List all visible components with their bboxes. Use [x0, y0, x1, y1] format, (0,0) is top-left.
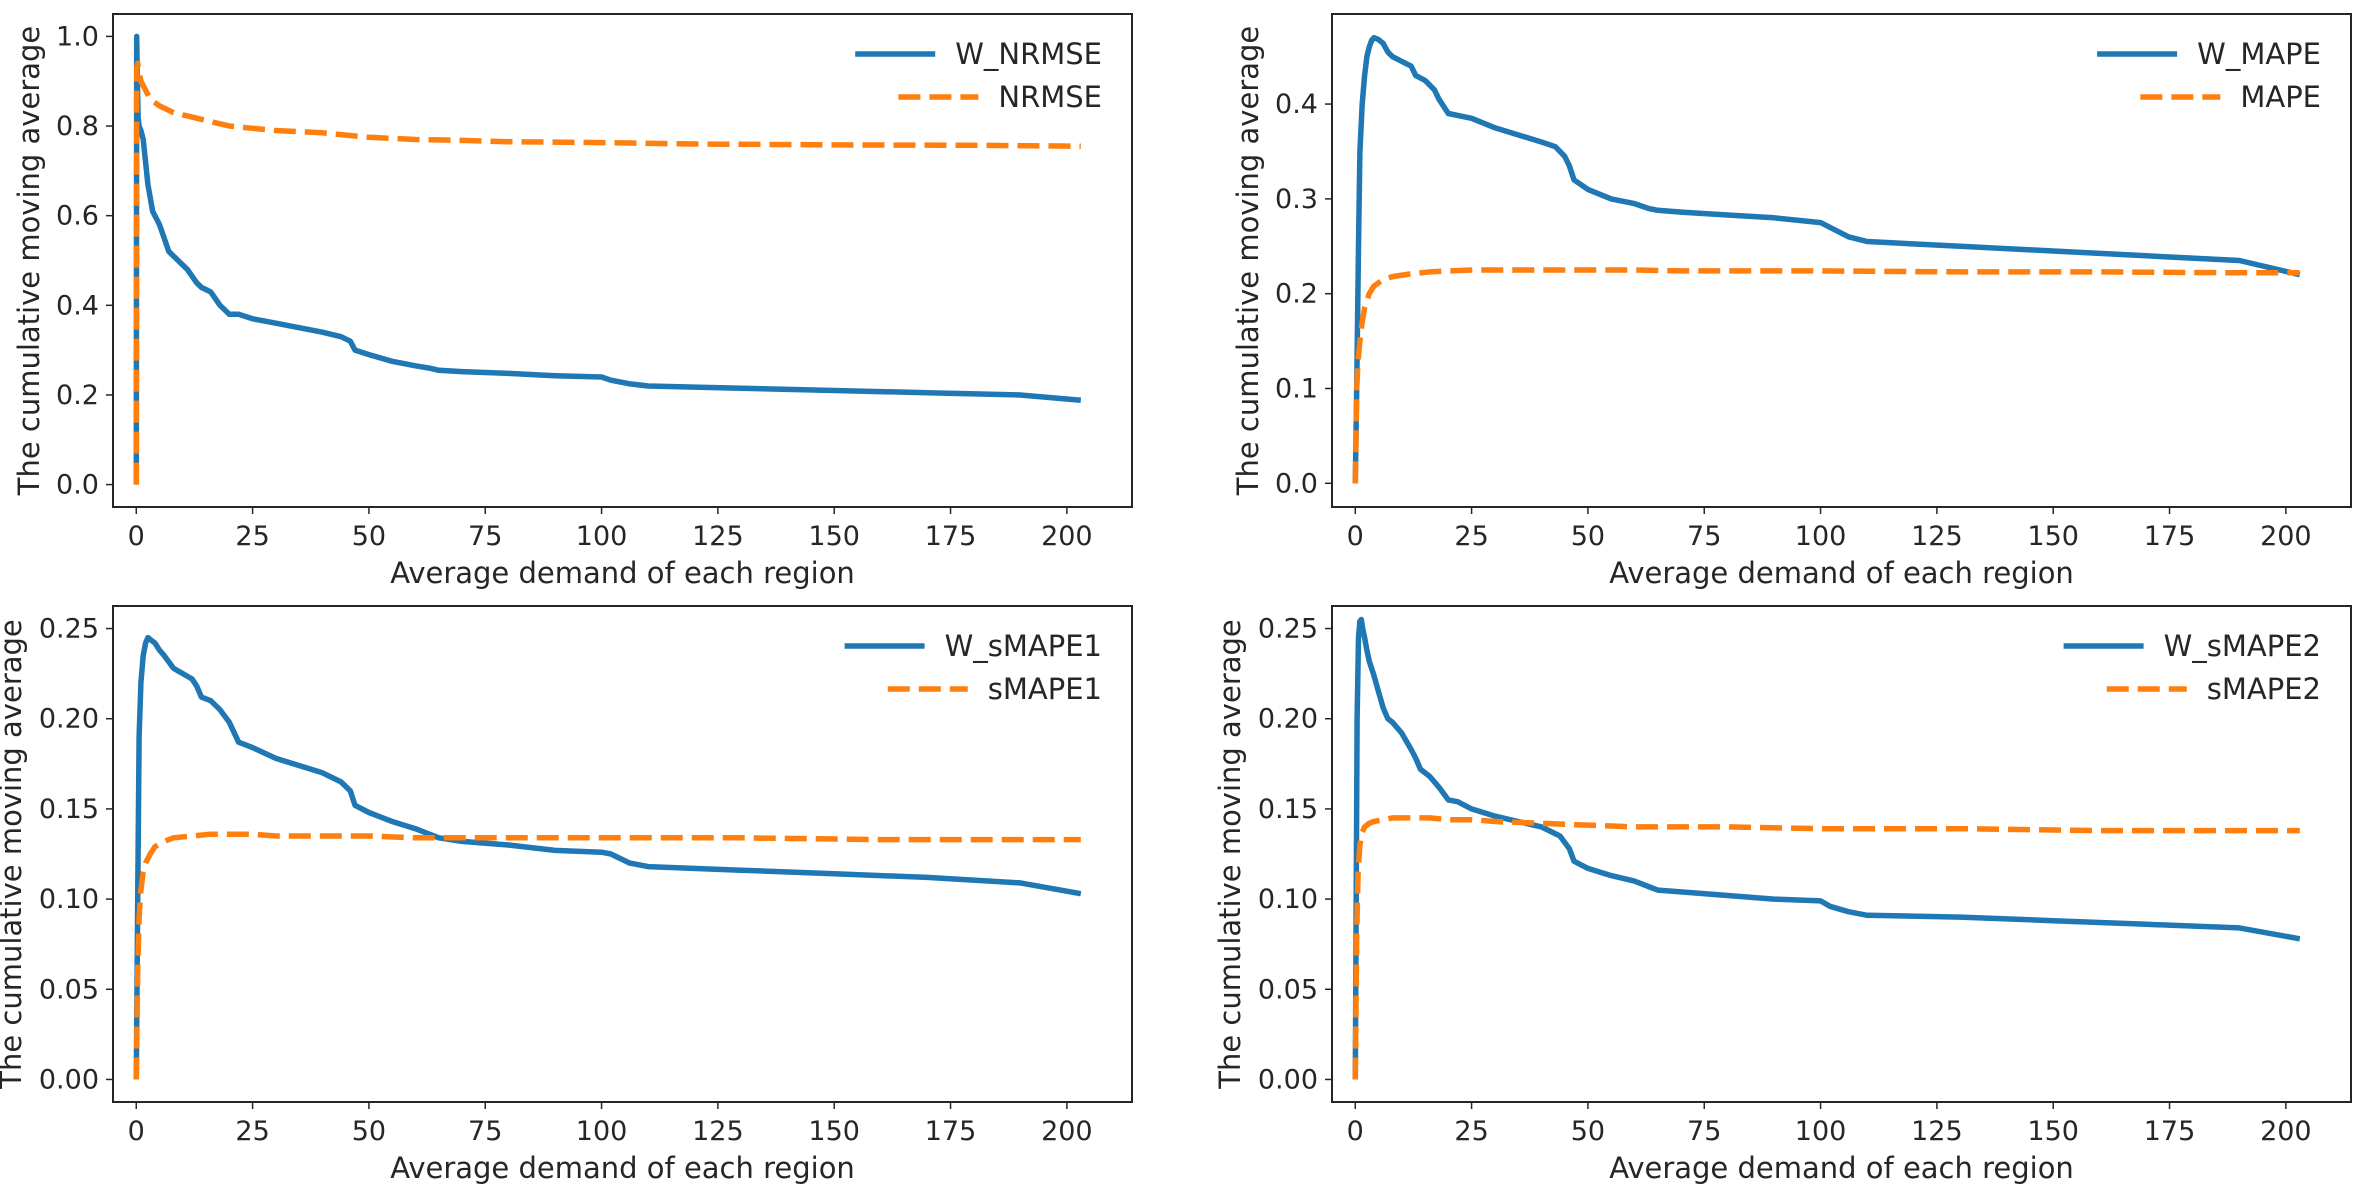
legend-label: W_MAPE — [2197, 37, 2321, 71]
legend-label: MAPE — [2240, 80, 2321, 114]
legend-label: sMAPE2 — [2207, 672, 2321, 706]
y-axis-label: The cumulative moving average — [1213, 619, 1247, 1090]
y-tick-label: 0.8 — [56, 111, 99, 142]
x-tick-label: 100 — [576, 1116, 628, 1147]
x-tick-label: 175 — [2144, 521, 2196, 552]
x-tick-label: 25 — [1454, 1116, 1488, 1147]
y-tick-label: 0.0 — [56, 470, 99, 501]
series-line-W_NRMSE — [133, 33, 1082, 485]
y-tick-label: 0.2 — [56, 380, 99, 411]
y-tick-label: 0.2 — [1275, 279, 1318, 310]
x-tick-label: 75 — [468, 521, 502, 552]
x-tick-label: 125 — [692, 1116, 744, 1147]
y-tick-label: 0.10 — [1258, 884, 1318, 915]
legend-label: sMAPE1 — [988, 672, 1102, 706]
y-tick-label: 0.25 — [39, 614, 99, 645]
x-tick-label: 200 — [2260, 521, 2312, 552]
legend-label: NRMSE — [998, 80, 1102, 114]
series-line-sMAPE2 — [1352, 815, 2300, 1080]
series-line-W_sMAPE1 — [133, 634, 1082, 1080]
y-tick-label: 0.6 — [56, 201, 99, 232]
series-line-W_MAPE — [1352, 34, 2301, 484]
y-tick-label: 1.0 — [56, 21, 99, 52]
x-tick-label: 150 — [2027, 521, 2079, 552]
x-tick-label: 25 — [1454, 521, 1488, 552]
x-tick-label: 175 — [2144, 1116, 2196, 1147]
plot-frame — [1331, 605, 2352, 1103]
x-tick-label: 150 — [808, 1116, 860, 1147]
y-tick-label: 0.1 — [1275, 373, 1318, 404]
y-tick-label: 0.00 — [39, 1064, 99, 1095]
series-line-sMAPE1 — [133, 831, 1081, 1080]
y-tick-label: 0.05 — [1258, 974, 1318, 1005]
x-tick-label: 25 — [235, 521, 269, 552]
y-tick-label: 0.05 — [39, 974, 99, 1005]
x-tick-label: 100 — [1795, 1116, 1847, 1147]
x-tick-label: 50 — [352, 521, 386, 552]
legend-label: W_NRMSE — [955, 37, 1102, 71]
plot-frame — [112, 605, 1133, 1103]
x-tick-label: 50 — [1571, 521, 1605, 552]
x-tick-label: 100 — [1795, 521, 1847, 552]
x-tick-label: 0 — [1347, 521, 1364, 552]
y-axis-label: The cumulative moving average — [12, 26, 46, 497]
y-tick-label: 0.3 — [1275, 184, 1318, 215]
x-tick-label: 50 — [1571, 1116, 1605, 1147]
plot-frame — [112, 13, 1133, 508]
x-tick-label: 125 — [1911, 1116, 1963, 1147]
y-axis-label: The cumulative moving average — [0, 619, 28, 1090]
x-tick-label: 200 — [1041, 521, 1093, 552]
x-axis-label: Average demand of each region — [390, 556, 855, 590]
x-axis-label: Average demand of each region — [1609, 1151, 2074, 1185]
y-tick-label: 0.4 — [56, 290, 99, 321]
x-tick-label: 0 — [128, 521, 145, 552]
legend: W_NRMSE NRMSE — [855, 37, 1102, 114]
x-tick-label: 75 — [468, 1116, 502, 1147]
legend: W_sMAPE2 sMAPE2 — [2063, 629, 2321, 706]
y-tick-label: 0.00 — [1258, 1064, 1318, 1095]
legend-label: W_sMAPE1 — [945, 629, 1102, 663]
y-tick-label: 0.4 — [1275, 89, 1318, 120]
x-axis-label: Average demand of each region — [390, 1151, 855, 1185]
series-line-NRMSE — [133, 60, 1081, 485]
x-tick-label: 175 — [925, 521, 977, 552]
chart-panel-3: 0 25 50 75 100 125 150 175 200 0.00 0.05 0.10 0.15 0.… — [0, 605, 1133, 1185]
x-tick-label: 25 — [235, 1116, 269, 1147]
x-tick-label: 125 — [692, 521, 744, 552]
x-tick-label: 150 — [2027, 1116, 2079, 1147]
x-tick-label: 50 — [352, 1116, 386, 1147]
x-tick-label: 175 — [925, 1116, 977, 1147]
x-axis-label: Average demand of each region — [1609, 556, 2074, 590]
chart-panel-4: 0 25 50 75 100 125 150 175 200 0.00 0.05 0.10 0.15 0.… — [1213, 605, 2352, 1185]
legend-label: W_sMAPE2 — [2164, 629, 2321, 663]
x-tick-label: 75 — [1687, 521, 1721, 552]
y-tick-label: 0.0 — [1275, 468, 1318, 499]
y-tick-label: 0.25 — [1258, 614, 1318, 645]
series-line-MAPE — [1352, 267, 2300, 484]
chart-panel-1: 0 25 50 75 100 125 150 175 200 0.0 0.2 0.4 0.6 0.8 1.0… — [12, 13, 1133, 590]
y-tick-label: 0.20 — [39, 704, 99, 735]
chart-panel-2: 0 25 50 75 100 125 150 175 200 0.0 0.1 0.2 0.3 0.4 Ave… — [1231, 13, 2352, 590]
plot-frame — [1331, 13, 2352, 508]
y-tick-label: 0.15 — [1258, 794, 1318, 825]
y-axis-label: The cumulative moving average — [1231, 26, 1265, 497]
x-tick-label: 75 — [1687, 1116, 1721, 1147]
x-tick-label: 200 — [1041, 1116, 1093, 1147]
x-tick-label: 100 — [576, 521, 628, 552]
x-tick-label: 0 — [1347, 1116, 1364, 1147]
y-tick-label: 0.15 — [39, 794, 99, 825]
y-tick-label: 0.20 — [1258, 704, 1318, 735]
legend: W_sMAPE1 sMAPE1 — [844, 629, 1102, 706]
y-tick-label: 0.10 — [39, 884, 99, 915]
legend: W_MAPE MAPE — [2097, 37, 2321, 114]
series-line-W_sMAPE2 — [1352, 616, 2301, 1080]
x-tick-label: 125 — [1911, 521, 1963, 552]
x-tick-label: 150 — [808, 521, 860, 552]
x-tick-label: 200 — [2260, 1116, 2312, 1147]
x-tick-label: 0 — [128, 1116, 145, 1147]
